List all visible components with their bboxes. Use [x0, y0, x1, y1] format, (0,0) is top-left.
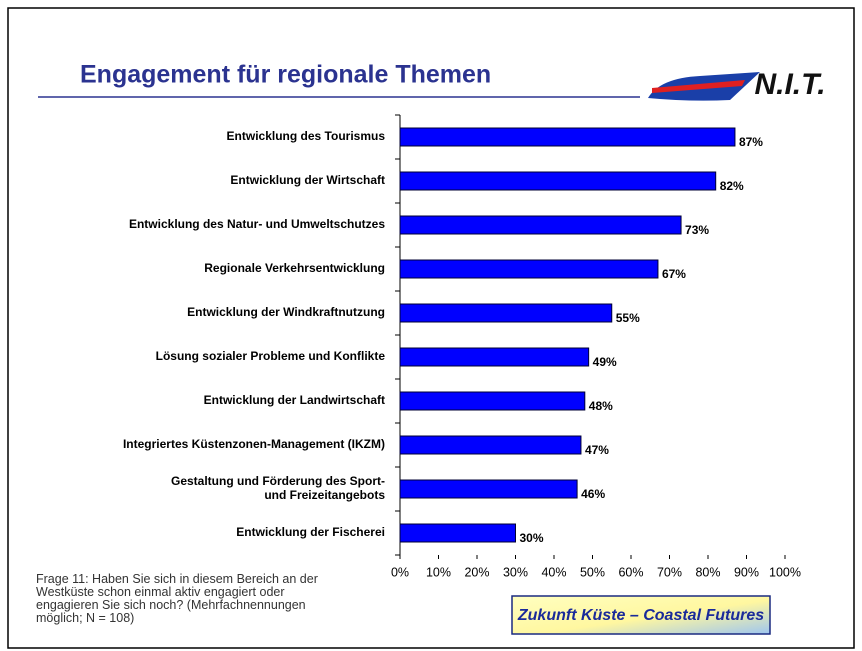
category-label: Gestaltung und Förderung des Sport-und F… [171, 474, 385, 502]
x-tick-label: 70% [657, 565, 682, 579]
category-label: Integriertes Küstenzonen-Management (IKZ… [123, 437, 385, 451]
value-label: 73% [685, 223, 709, 237]
value-label: 87% [739, 135, 763, 149]
bar [399, 523, 516, 543]
x-tick-label: 90% [734, 565, 759, 579]
x-tick-label: 40% [541, 565, 566, 579]
badge: Zukunft Küste – Coastal Futures [511, 595, 771, 635]
bar [399, 391, 586, 411]
bar [399, 259, 659, 279]
category-label-line: und Freizeitangebots [264, 488, 385, 502]
category-label: Entwicklung der Landwirtschaft [204, 393, 385, 407]
bar [399, 127, 736, 147]
slide-frame [7, 7, 855, 649]
value-label: 55% [616, 311, 640, 325]
value-label: 47% [585, 443, 609, 457]
slide-title: Engagement für regionale Themen [80, 61, 491, 89]
category-label: Lösung sozialer Probleme und Konflikte [156, 349, 386, 363]
footnote-line: engagieren Sie sich noch? (Mehrfachnennu… [36, 598, 306, 612]
x-tick-label: 100% [769, 565, 801, 579]
category-label: Entwicklung der Windkraftnutzung [187, 305, 385, 319]
badge-box [511, 595, 771, 635]
value-label: 49% [593, 355, 617, 369]
footnote-line: Westküste schon einmal aktiv engagiert o… [36, 585, 285, 599]
x-tick-label: 80% [695, 565, 720, 579]
x-tick-label: 20% [464, 565, 489, 579]
value-label: 82% [720, 179, 744, 193]
value-label: 30% [520, 531, 544, 545]
x-tick-label: 30% [503, 565, 528, 579]
bar [399, 303, 613, 323]
bar [399, 435, 582, 455]
category-label: Regionale Verkehrsentwicklung [204, 261, 385, 275]
logo: N.I.T. [648, 68, 826, 101]
category-label: Entwicklung des Natur- und Umweltschutze… [129, 217, 385, 231]
badge-text: Zukunft Küste – Coastal Futures [517, 607, 764, 624]
x-tick-label: 50% [580, 565, 605, 579]
bar [399, 347, 590, 367]
value-label: 48% [589, 399, 613, 413]
footnote-line: möglich; N = 108) [36, 611, 134, 625]
category-label: Entwicklung des Tourismus [227, 129, 386, 143]
bar [399, 479, 578, 499]
x-tick-label: 0% [391, 565, 409, 579]
x-tick-label: 10% [426, 565, 451, 579]
category-label-line: Gestaltung und Förderung des Sport- [171, 474, 385, 488]
value-label: 67% [662, 267, 686, 281]
footnote-line: Frage 11: Haben Sie sich in diesem Berei… [36, 572, 318, 586]
logo-text: N.I.T. [754, 68, 825, 101]
bar [399, 171, 717, 191]
value-label: 46% [581, 487, 605, 501]
x-tick-label: 60% [618, 565, 643, 579]
bar [399, 215, 682, 235]
category-label: Entwicklung der Wirtschaft [230, 173, 385, 187]
category-label: Entwicklung der Fischerei [236, 525, 385, 539]
